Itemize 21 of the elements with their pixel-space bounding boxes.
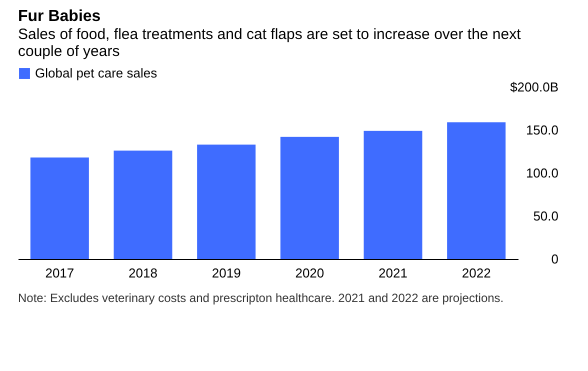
text: Note: Excludes veterinary costs and prescripton healthcare. 2021 and 2022 are projections. <box>18 291 504 305</box>
legend-label: Global pet care sales <box>35 66 158 80</box>
x-tick-label: 2019 <box>212 266 241 280</box>
x-tick-label: 2018 <box>128 266 158 280</box>
y-tick-label: 50.0 <box>533 208 558 224</box>
chart-title: Fur Babies <box>18 8 101 25</box>
x-tick-label: 2017 <box>45 266 74 280</box>
bar <box>30 158 89 259</box>
y-tick-label: 0 <box>551 252 558 266</box>
y-tick-label: 150.0 <box>526 122 558 138</box>
chart-subtitle: Sales of food, flea treatments and cat flaps are set to increase over the next couple of years <box>18 26 522 60</box>
bar <box>447 122 506 259</box>
x-tick-label: 2021 <box>378 266 408 280</box>
x-tick-label: 2022 <box>462 266 491 280</box>
bar <box>364 130 422 259</box>
y-tick-label: $200.0B <box>510 80 558 94</box>
x-tick-label: 2020 <box>295 266 324 280</box>
bar <box>197 144 256 259</box>
bar <box>280 136 339 259</box>
bar <box>114 150 172 259</box>
y-tick-label: 100.0 <box>526 166 558 180</box>
